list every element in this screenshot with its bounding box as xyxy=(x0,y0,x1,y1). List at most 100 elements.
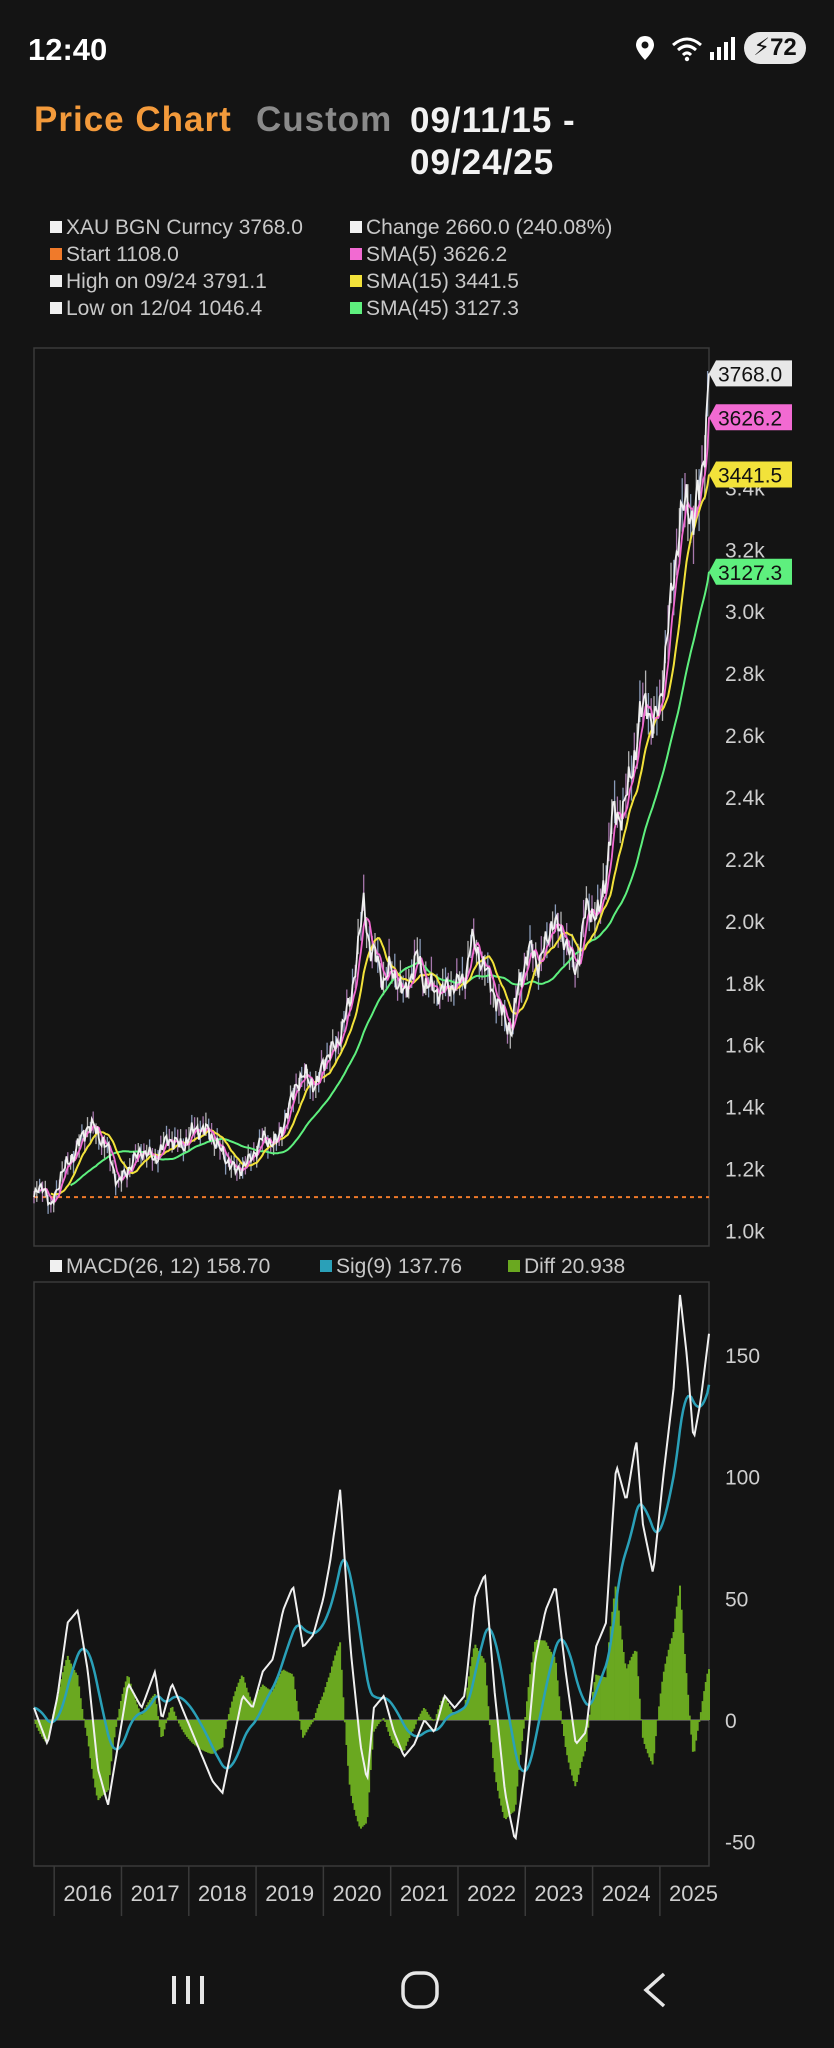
diff-bar xyxy=(566,1720,569,1756)
diff-bar xyxy=(68,1659,71,1720)
diff-bar xyxy=(245,1687,248,1720)
date-range-start: 09/11/15 - xyxy=(410,101,576,140)
diff-bar xyxy=(648,1720,651,1758)
diff-bar xyxy=(572,1720,575,1782)
battery-icon: ⚡72 xyxy=(744,32,806,64)
price-y-tick-label: 2.6k xyxy=(725,725,765,748)
diff-bar xyxy=(173,1711,176,1720)
diff-bar xyxy=(422,1708,425,1720)
diff-bar xyxy=(435,1714,438,1720)
price-plot-frame xyxy=(33,347,710,1247)
diff-bar xyxy=(675,1606,678,1720)
diff-bar xyxy=(158,1720,161,1728)
legend-start: Start 1108.0 xyxy=(50,243,179,267)
diff-bar xyxy=(427,1714,430,1720)
diff-bar xyxy=(308,1720,311,1727)
status-time: 12:40 xyxy=(28,32,108,67)
diff-bar xyxy=(480,1656,483,1720)
diff-bar xyxy=(608,1642,611,1720)
diff-bar xyxy=(208,1720,211,1754)
diff-bar xyxy=(195,1720,198,1747)
date-range[interactable]: 09/11/15 - 09/24/25 xyxy=(410,100,576,184)
diff-bar xyxy=(704,1682,707,1720)
range-mode[interactable]: Custom xyxy=(256,100,393,139)
page-title: Price Chart xyxy=(34,100,232,139)
diff-bar xyxy=(688,1715,691,1720)
diff-bar xyxy=(200,1720,203,1750)
diff-bar xyxy=(418,1716,421,1720)
home-button[interactable] xyxy=(400,1970,440,2015)
diff-bar xyxy=(629,1660,632,1720)
macd-chart[interactable]: -50 0 50 100 150 2016 2017 2018 2019 2020 2021 202… xyxy=(0,1280,834,1920)
x-tick-label: 2017 xyxy=(131,1881,180,1906)
diff-bar xyxy=(268,1689,271,1720)
macd-y-tick-label: 0 xyxy=(725,1710,737,1733)
recent-apps-button[interactable] xyxy=(168,1970,208,2015)
diff-bar xyxy=(53,1707,56,1720)
diff-bar xyxy=(310,1720,313,1725)
diff-bar xyxy=(147,1702,150,1720)
diff-bar xyxy=(187,1720,190,1739)
diff-bar xyxy=(120,1701,123,1720)
diff-bar xyxy=(564,1720,567,1747)
diff-bar xyxy=(514,1720,517,1805)
diff-bar xyxy=(253,1698,256,1720)
diff-bar xyxy=(292,1676,295,1720)
diff-bar xyxy=(363,1720,366,1826)
diff-bar xyxy=(643,1720,646,1744)
diff-bar xyxy=(116,1717,119,1720)
diff-bar xyxy=(236,1686,239,1720)
diff-bar xyxy=(377,1720,380,1724)
x-tick-label: 2024 xyxy=(602,1881,651,1906)
diff-bar xyxy=(155,1704,158,1720)
diff-bar xyxy=(646,1720,649,1754)
diff-bar xyxy=(463,1708,466,1720)
diff-bar xyxy=(260,1686,263,1720)
diff-bar xyxy=(522,1720,525,1729)
diff-bar xyxy=(408,1720,411,1738)
diff-bar xyxy=(637,1676,640,1720)
diff-bar xyxy=(372,1720,375,1732)
diff-bar xyxy=(319,1700,322,1720)
diff-bar xyxy=(213,1720,216,1753)
diff-bar xyxy=(350,1720,353,1796)
diff-bar xyxy=(561,1720,564,1724)
price-y-tick-label: 1.6k xyxy=(725,1035,765,1058)
diff-bar xyxy=(335,1650,338,1720)
diff-bar xyxy=(194,1720,197,1746)
diff-bar xyxy=(36,1720,39,1728)
diff-bar xyxy=(627,1664,630,1720)
diff-bar xyxy=(182,1720,185,1733)
diff-bar xyxy=(49,1720,52,1730)
legend-ticker: XAU BGN Curncy 3768.0 xyxy=(50,216,303,240)
diff-bar xyxy=(47,1720,50,1739)
diff-bar xyxy=(131,1689,134,1720)
diff-bar xyxy=(414,1720,417,1725)
diff-bar xyxy=(219,1720,222,1749)
diff-bar xyxy=(281,1670,284,1720)
diff-bar xyxy=(614,1586,617,1720)
diff-bar xyxy=(103,1720,106,1794)
diff-bar xyxy=(145,1704,148,1720)
diff-bar xyxy=(654,1720,657,1737)
x-tick-label: 2020 xyxy=(333,1881,382,1906)
diff-bar xyxy=(662,1671,665,1720)
diff-bar xyxy=(548,1649,551,1720)
diff-bar xyxy=(582,1720,585,1757)
diff-bar xyxy=(211,1720,214,1754)
diff-bar xyxy=(276,1680,279,1720)
diff-bar xyxy=(63,1665,66,1720)
diff-bar xyxy=(282,1669,285,1720)
diff-bar xyxy=(498,1720,501,1799)
diff-bar xyxy=(503,1720,506,1818)
diff-bar xyxy=(339,1642,342,1720)
price-chart[interactable]: 1.0k 1.2k 1.4k 1.6k 1.8k 2.0k 2.2k 2.4k 2.6k 2.8k… xyxy=(0,340,834,1250)
diff-bar xyxy=(550,1651,553,1720)
diff-bar xyxy=(543,1640,546,1720)
diff-bar xyxy=(569,1720,572,1770)
diff-bar xyxy=(691,1720,694,1752)
diff-bar xyxy=(443,1695,446,1720)
back-button[interactable] xyxy=(636,1970,676,2015)
diff-bar xyxy=(426,1712,429,1720)
diff-bar xyxy=(677,1595,680,1720)
